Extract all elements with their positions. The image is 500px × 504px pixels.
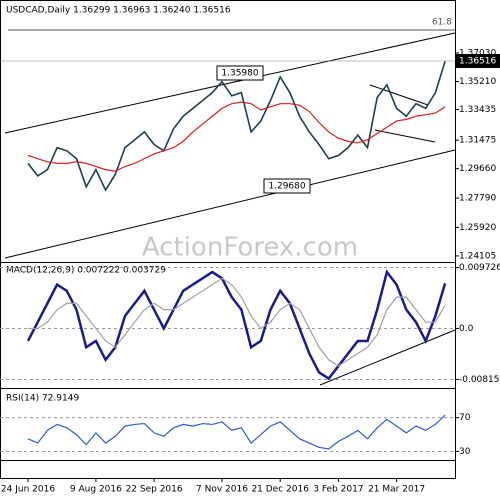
- y-tick-label: 1.25920: [459, 223, 496, 233]
- annotation: 1.29680: [268, 182, 305, 192]
- series-line: [27, 414, 446, 450]
- y-tick-label: 0.009726: [459, 263, 500, 273]
- frame: [0, 0, 456, 479]
- y-tick-label: 1.31475: [459, 136, 496, 146]
- y-tick-label: 30: [459, 447, 471, 457]
- y-tick-label: 70: [459, 413, 471, 423]
- x-tick-label: 9 Aug 2016: [70, 485, 122, 495]
- x-tick-label: 24 Jun 2016: [1, 485, 55, 495]
- panel-title: RSI(14) 72.9149: [6, 394, 79, 404]
- watermark: ActionForex.com: [142, 233, 358, 263]
- chart-title: USDCAD,Daily 1.36299 1.36963 1.36240 1.3…: [6, 6, 231, 16]
- y-tick-label: 0.0: [459, 324, 474, 334]
- series-line: [26, 269, 447, 381]
- trend-line: [369, 84, 429, 106]
- annotation-box: [216, 65, 264, 81]
- x-tick-label: 21 Dec 2016: [251, 485, 309, 495]
- x-tick-label: 21 Mar 2017: [368, 485, 425, 495]
- annotation: 61.8: [432, 18, 452, 28]
- trend-line: [4, 32, 456, 134]
- x-tick-label: 3 Feb 2017: [313, 485, 363, 495]
- x-tick-label: 22 Sep 2016: [126, 485, 183, 495]
- x-tick-label: 7 Nov 2016: [196, 485, 248, 495]
- series-line: [28, 277, 446, 367]
- y-tick-label: 1.37030: [459, 48, 496, 58]
- last-price-label: 1.36516: [459, 57, 496, 67]
- panel-title: MACD(12,26,9) 0.007222 0.003729: [6, 266, 166, 276]
- series-line: [27, 101, 446, 172]
- series-line: [27, 61, 446, 192]
- trend-line: [319, 329, 456, 386]
- y-tick-label: 1.33435: [459, 105, 496, 115]
- trend-line: [374, 129, 436, 143]
- y-tick-label: 1.24105: [459, 251, 496, 261]
- trend-line: [4, 149, 456, 259]
- y-tick-label: -0.008153: [459, 375, 500, 385]
- annotation: 1.35980: [221, 69, 258, 79]
- last-price-box: [456, 54, 500, 69]
- y-tick-label: 1.35210: [459, 77, 496, 87]
- y-tick-label: 1.29660: [459, 164, 496, 174]
- annotation-box: [263, 178, 311, 194]
- y-tick-label: 1.27790: [459, 194, 496, 204]
